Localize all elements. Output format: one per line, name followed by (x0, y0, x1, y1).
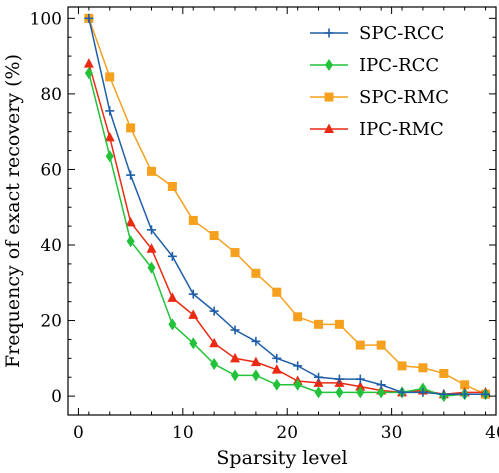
series-ipc-rmc (83, 58, 491, 399)
legend-label: SPC-RCC (359, 23, 444, 44)
data-point (105, 150, 114, 163)
y-tick-label: 80 (40, 85, 62, 105)
data-point (271, 364, 282, 374)
data-point (335, 386, 344, 399)
x-tick-label: 30 (381, 423, 403, 443)
data-point (126, 123, 136, 133)
data-point (355, 374, 365, 384)
y-axis-label: Frequency of exact recovery (%) (2, 54, 24, 368)
data-point (272, 353, 282, 363)
data-point (272, 378, 281, 391)
data-point (168, 318, 177, 331)
data-point (314, 319, 324, 329)
legend-marker (325, 59, 333, 71)
data-point (230, 352, 241, 363)
data-point (167, 251, 177, 261)
data-point (188, 309, 199, 319)
data-point (439, 389, 449, 399)
x-axis-label: Sparsity level (216, 447, 347, 469)
data-point (147, 225, 157, 235)
data-point (376, 380, 386, 390)
data-point (230, 248, 240, 258)
data-point (230, 325, 240, 335)
data-point (356, 386, 365, 399)
legend-label: IPC-RCC (359, 55, 439, 76)
data-point (231, 369, 240, 382)
data-point (313, 377, 324, 387)
legend-marker (324, 92, 334, 102)
data-point (251, 336, 261, 346)
x-tick-label: 20 (276, 423, 298, 443)
legend-label: SPC-RMC (359, 87, 449, 108)
data-point (209, 306, 219, 316)
data-point (147, 261, 156, 274)
data-point (460, 389, 470, 399)
data-point (334, 319, 344, 329)
data-point (146, 243, 157, 253)
data-point (210, 358, 219, 370)
series-spc-rcc (84, 13, 491, 399)
data-point (334, 374, 344, 384)
data-point (104, 131, 115, 142)
plot-frame (67, 6, 497, 416)
data-point (397, 361, 407, 371)
data-point (84, 67, 93, 80)
data-point (272, 287, 282, 297)
series-ipc-rcc (84, 67, 490, 403)
data-point (209, 231, 219, 241)
data-point (460, 380, 470, 390)
data-point (84, 13, 94, 23)
series-layer (83, 13, 491, 403)
y-tick-label: 0 (51, 387, 62, 407)
data-point (293, 312, 303, 322)
data-point (314, 372, 324, 382)
data-point (293, 378, 302, 391)
data-point (355, 340, 365, 350)
y-tick-label: 60 (40, 160, 62, 180)
data-point (188, 289, 198, 299)
axis-ticks: 0 10 20 30 40 0 20 40 60 80 100 (30, 7, 499, 443)
legend: SPC-RCC IPC-RCC SPC-RMC IPC-RMC (310, 23, 449, 140)
data-point (376, 340, 386, 350)
data-point (314, 386, 323, 399)
data-point (83, 58, 94, 68)
data-point (251, 369, 260, 382)
data-point (418, 363, 428, 373)
data-point (126, 235, 135, 248)
legend-entry: SPC-RMC (310, 87, 449, 108)
data-point (418, 387, 428, 397)
data-point (250, 356, 261, 367)
legend-marker (324, 28, 334, 38)
data-point (355, 381, 366, 391)
data-point (105, 106, 115, 116)
data-point (188, 215, 198, 225)
x-tick-label: 10 (172, 423, 194, 443)
x-tick-label: 40 (485, 423, 499, 443)
data-point (147, 166, 157, 176)
data-point (293, 361, 303, 371)
legend-label: IPC-RMC (359, 119, 444, 140)
legend-entry: IPC-RCC (310, 55, 439, 76)
data-point (167, 181, 177, 191)
legend-entry: IPC-RMC (310, 119, 444, 140)
data-point (397, 387, 407, 397)
data-point (125, 216, 136, 227)
data-point (167, 292, 178, 302)
data-point (209, 337, 220, 348)
data-point (126, 170, 136, 180)
data-point (189, 337, 198, 350)
data-point (439, 368, 449, 378)
legend-marker (324, 123, 334, 133)
x-tick-label: 0 (73, 423, 84, 443)
y-tick-label: 20 (40, 312, 62, 332)
data-point (251, 268, 261, 278)
data-point (105, 72, 115, 82)
data-point (481, 389, 491, 399)
y-tick-label: 100 (30, 9, 62, 29)
data-point (377, 386, 386, 399)
y-tick-label: 40 (40, 236, 62, 256)
series-line (88, 63, 486, 395)
legend-entry: SPC-RCC (310, 23, 444, 44)
